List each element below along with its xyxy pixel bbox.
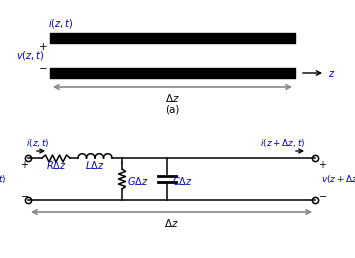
Text: $-$: $-$ (38, 62, 48, 72)
Text: $z$: $z$ (328, 69, 335, 79)
Text: $v(z, t)$: $v(z, t)$ (16, 50, 44, 62)
Text: $v(z + \Delta z, t)$: $v(z + \Delta z, t)$ (321, 173, 355, 185)
Text: $+$: $+$ (318, 159, 327, 171)
Text: $R\Delta z$: $R\Delta z$ (46, 159, 66, 171)
Text: $+$: $+$ (20, 159, 29, 171)
Text: (a): (a) (165, 105, 180, 115)
Text: $C\Delta z$: $C\Delta z$ (172, 175, 193, 187)
Text: $\Delta z$: $\Delta z$ (165, 92, 180, 104)
Text: $v(z, t)$: $v(z, t)$ (0, 173, 6, 185)
Text: $L\Delta z$: $L\Delta z$ (85, 159, 105, 171)
Text: $-$: $-$ (20, 190, 29, 200)
Text: $\Delta z$: $\Delta z$ (164, 217, 179, 229)
Text: $-$: $-$ (318, 190, 327, 200)
Text: $i(z, t)$: $i(z, t)$ (48, 17, 73, 30)
Text: $G\Delta z$: $G\Delta z$ (127, 175, 148, 187)
Text: $i(z, t)$: $i(z, t)$ (26, 137, 50, 149)
Text: $i(z +\Delta z, t)$: $i(z +\Delta z, t)$ (260, 137, 306, 149)
Text: $+$: $+$ (38, 42, 48, 52)
